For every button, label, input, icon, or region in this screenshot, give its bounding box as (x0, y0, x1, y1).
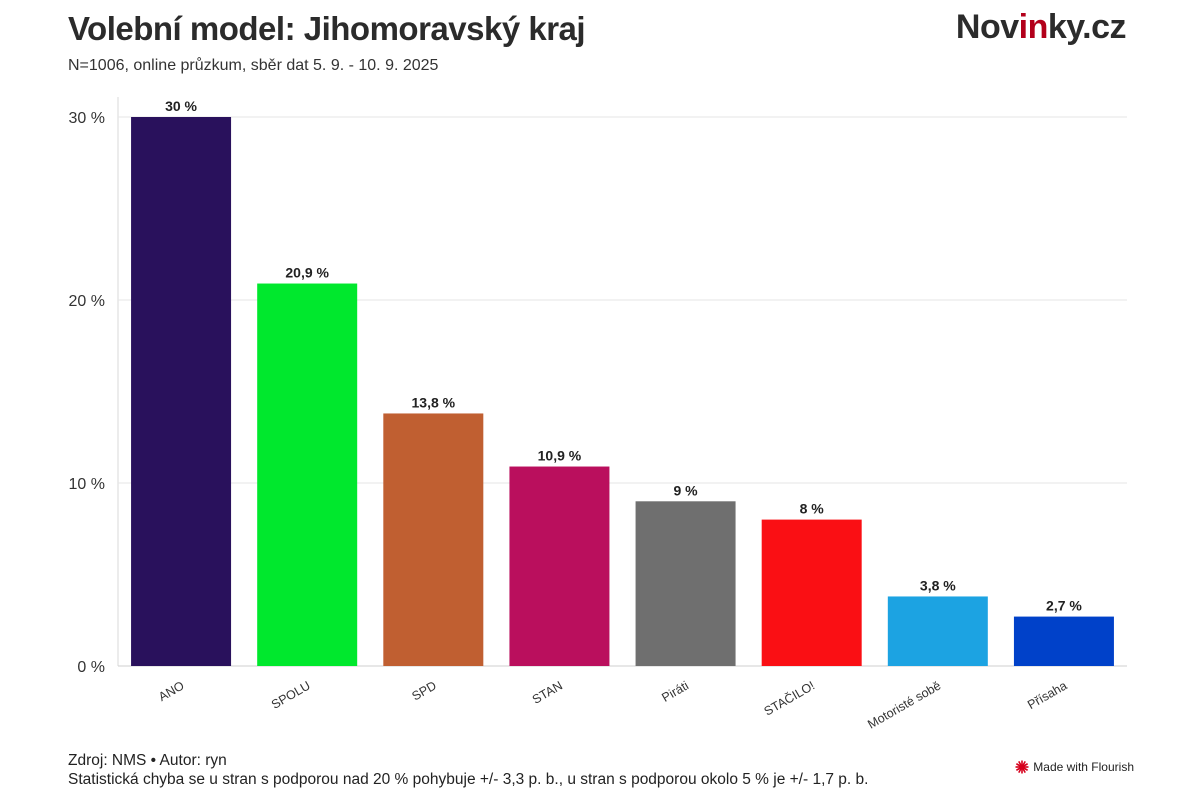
x-tick-label: SPOLU (269, 678, 313, 711)
made-with-flourish-link[interactable]: Made with Flourish (1015, 760, 1134, 774)
footer-source: Zdroj: NMS • Autor: ryn (68, 752, 227, 769)
made-with-label: Made with Flourish (1033, 760, 1134, 774)
bar-value-label: 10,9 % (538, 448, 582, 464)
bar-value-label: 3,8 % (920, 577, 956, 593)
y-tick-label: 20 % (69, 293, 105, 310)
y-tick-label: 10 % (69, 476, 105, 493)
logo-text-end: ky.cz (1047, 8, 1127, 46)
bar (257, 283, 358, 666)
y-tick-label: 0 % (77, 659, 105, 676)
x-tick-label: STAN (530, 678, 565, 706)
bar-value-label: 30 % (165, 98, 197, 114)
bar-value-label: 13,8 % (412, 394, 456, 410)
bar-value-label: 8 % (800, 501, 825, 517)
x-tick-label: Přísaha (1025, 678, 1069, 712)
chart-title: Volební model: Jihomoravský kraj (68, 10, 586, 47)
bar (635, 501, 736, 666)
x-tick-label: STAČILO! (761, 678, 817, 719)
logo-text-accent: in (1018, 8, 1049, 46)
flourish-starburst-icon (1015, 760, 1029, 774)
bar-value-label: 2,7 % (1046, 598, 1082, 614)
x-tick-label: ANO (156, 678, 187, 704)
x-tick-label: Motoristé sobě (865, 678, 943, 731)
x-tick-label: Piráti (659, 678, 691, 704)
y-tick-label: 30 % (69, 110, 105, 127)
bar-value-label: 9 % (674, 482, 699, 498)
bar (131, 117, 232, 666)
footer-note: Statistická chyba se u stran s podporou … (68, 771, 869, 788)
bar (1013, 616, 1114, 666)
x-tick-label: SPD (410, 678, 439, 703)
bar (383, 413, 484, 666)
bar (509, 466, 610, 666)
logo-text-start: Nov (955, 8, 1019, 46)
novinky-logo[interactable]: Novinky.cz (955, 8, 1127, 47)
bar (761, 519, 862, 666)
bar (887, 596, 988, 666)
bar-value-label: 20,9 % (285, 265, 329, 281)
chart-subtitle: N=1006, online průzkum, sběr dat 5. 9. -… (68, 57, 439, 74)
